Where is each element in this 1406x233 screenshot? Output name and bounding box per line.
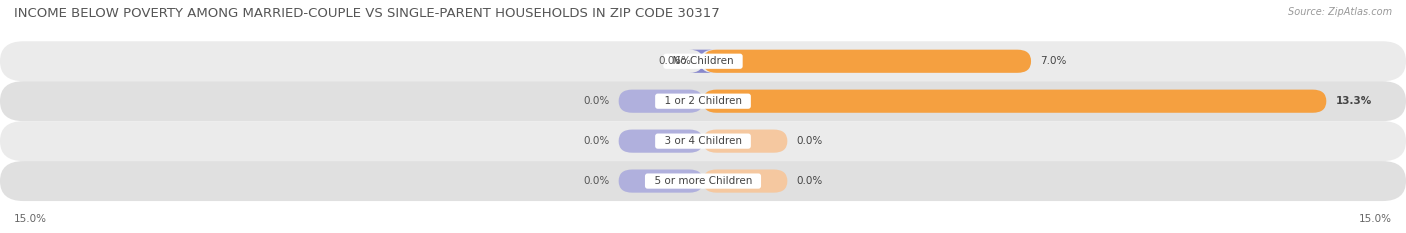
FancyBboxPatch shape bbox=[0, 41, 1406, 81]
FancyBboxPatch shape bbox=[619, 90, 703, 113]
FancyBboxPatch shape bbox=[703, 90, 1326, 113]
Text: 0.0%: 0.0% bbox=[797, 136, 823, 146]
Text: 1 or 2 Children: 1 or 2 Children bbox=[658, 96, 748, 106]
Text: Source: ZipAtlas.com: Source: ZipAtlas.com bbox=[1288, 7, 1392, 17]
Text: 5 or more Children: 5 or more Children bbox=[648, 176, 758, 186]
FancyBboxPatch shape bbox=[619, 169, 703, 193]
FancyBboxPatch shape bbox=[0, 121, 1406, 161]
FancyBboxPatch shape bbox=[619, 130, 703, 153]
Text: 7.0%: 7.0% bbox=[1040, 56, 1067, 66]
Text: 0.0%: 0.0% bbox=[583, 96, 609, 106]
FancyBboxPatch shape bbox=[0, 161, 1406, 201]
FancyBboxPatch shape bbox=[689, 50, 714, 73]
Text: 0.0%: 0.0% bbox=[583, 176, 609, 186]
Text: 13.3%: 13.3% bbox=[1336, 96, 1372, 106]
Text: INCOME BELOW POVERTY AMONG MARRIED-COUPLE VS SINGLE-PARENT HOUSEHOLDS IN ZIP COD: INCOME BELOW POVERTY AMONG MARRIED-COUPL… bbox=[14, 7, 720, 20]
Text: 15.0%: 15.0% bbox=[14, 214, 46, 224]
FancyBboxPatch shape bbox=[0, 81, 1406, 121]
FancyBboxPatch shape bbox=[703, 169, 787, 193]
Text: 0.0%: 0.0% bbox=[583, 136, 609, 146]
FancyBboxPatch shape bbox=[703, 50, 1031, 73]
Text: 0.0%: 0.0% bbox=[797, 176, 823, 186]
Text: 3 or 4 Children: 3 or 4 Children bbox=[658, 136, 748, 146]
Text: No Children: No Children bbox=[666, 56, 740, 66]
Text: 15.0%: 15.0% bbox=[1360, 214, 1392, 224]
FancyBboxPatch shape bbox=[703, 130, 787, 153]
Text: 0.06%: 0.06% bbox=[658, 56, 690, 66]
